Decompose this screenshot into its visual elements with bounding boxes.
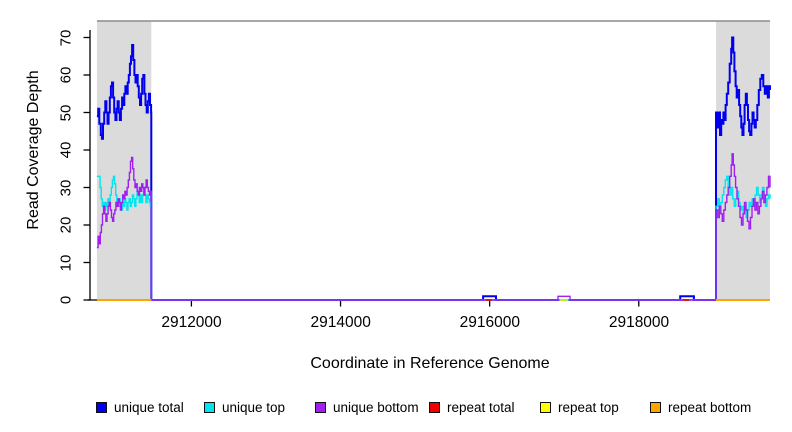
y-tick-label: 10 [57, 254, 75, 271]
y-tick-label: 30 [57, 179, 75, 196]
legend-label: repeat total [447, 400, 515, 415]
x-tick-label: 2918000 [608, 314, 670, 331]
legend-label: unique bottom [333, 400, 419, 415]
legend-label: repeat bottom [668, 400, 752, 415]
y-tick-label: 60 [57, 66, 75, 84]
x-tick-label: 2914000 [310, 314, 371, 331]
x-tick-label: 2912000 [161, 314, 222, 331]
legend-item-unique-bottom: unique bottom [315, 400, 419, 415]
repeat-bottom-swatch-icon [650, 402, 661, 413]
unique-bottom-swatch-icon [315, 402, 326, 413]
y-axis-title: Read Coverage Depth [25, 70, 42, 230]
legend-label: unique top [222, 400, 286, 415]
y-tick-label: 0 [57, 295, 75, 305]
legend-item-unique-total: unique total [96, 400, 184, 415]
unique-top-swatch-icon [204, 402, 215, 413]
repeat-top-swatch-icon [540, 402, 551, 413]
legend-label: unique total [114, 400, 184, 415]
unique-total-swatch-icon [96, 402, 107, 413]
repeat-total-swatch-icon [429, 402, 440, 413]
y-tick-label: 70 [57, 29, 75, 46]
y-tick-label: 20 [57, 216, 75, 234]
legend-item-unique-top: unique top [204, 400, 285, 415]
x-axis-title: Coordinate in Reference Genome [310, 355, 550, 372]
legend-item-repeat-bottom: repeat bottom [650, 400, 751, 415]
legend-item-repeat-total: repeat total [429, 400, 515, 415]
legend-item-repeat-top: repeat top [540, 400, 619, 415]
y-tick-label: 50 [57, 104, 75, 121]
x-tick-label: 2916000 [459, 314, 520, 331]
y-tick-label: 40 [57, 141, 75, 159]
legend-label: repeat top [558, 400, 619, 415]
